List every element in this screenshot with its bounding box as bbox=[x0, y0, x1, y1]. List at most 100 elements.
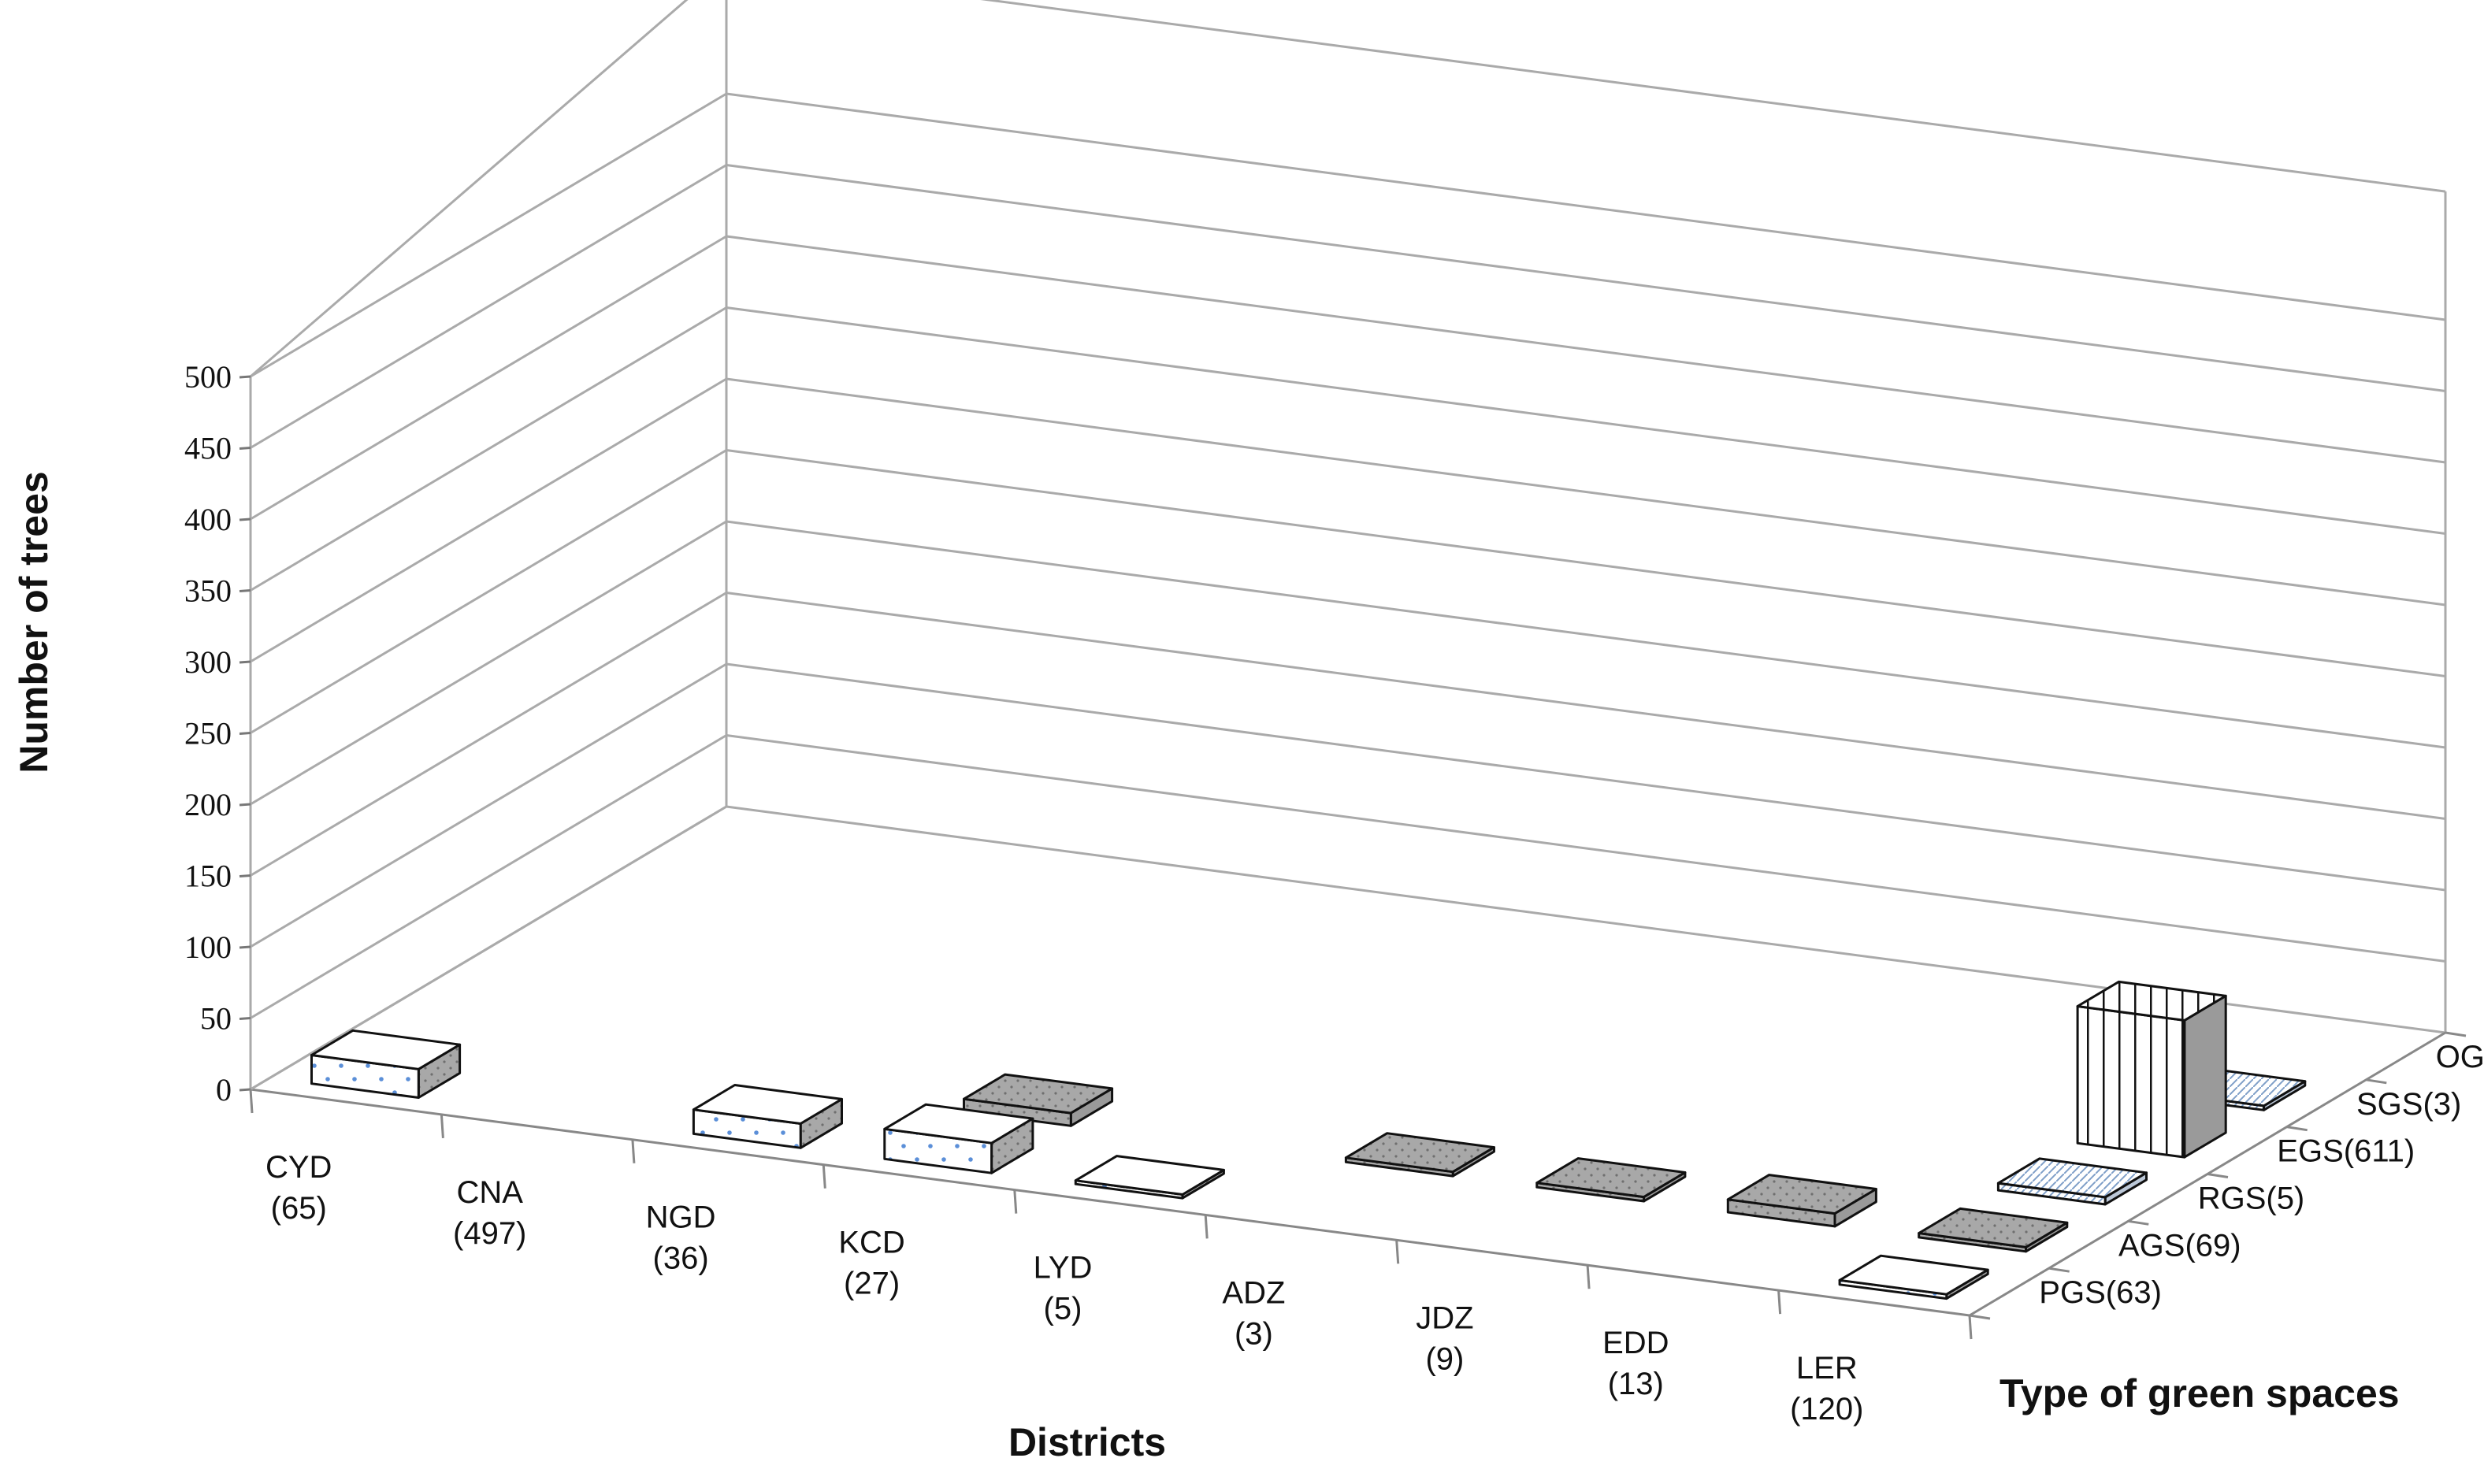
bar bbox=[1074, 1155, 1225, 1200]
back-gridline bbox=[726, 592, 2446, 820]
y-axis-title: Number of trees bbox=[12, 471, 56, 773]
depth-tick-label: SGS(3) bbox=[2356, 1087, 2461, 1122]
x-tick-label: LER bbox=[1796, 1351, 1858, 1386]
x-tick-mark bbox=[1395, 1240, 1400, 1264]
gridlines bbox=[249, 0, 2447, 1091]
x-tick-total: (3) bbox=[1235, 1316, 1273, 1351]
x-tick-label: CYD bbox=[265, 1150, 332, 1185]
bar-top-face bbox=[1074, 1155, 1225, 1196]
bar bbox=[1838, 1254, 1989, 1300]
side-gridline bbox=[250, 306, 727, 592]
bar bbox=[2076, 980, 2227, 1159]
tick-labels: 0 50 100 150 200 250 300 350 400 450 500 CYD (65) CNA… bbox=[184, 359, 2484, 1426]
left-wall-top-edge bbox=[250, 0, 689, 378]
x-tick-mark bbox=[1204, 1215, 1209, 1239]
depth-tick-mark bbox=[2286, 1126, 2308, 1132]
back-gridline bbox=[726, 92, 2446, 321]
bar-top-face bbox=[1838, 1254, 1989, 1296]
y-tick-label: 500 bbox=[184, 359, 232, 395]
x-tick-mark bbox=[631, 1139, 636, 1163]
depth-tick-mark bbox=[2445, 1031, 2467, 1037]
y-tick-mark bbox=[239, 803, 251, 807]
y-tick-mark bbox=[239, 1017, 251, 1020]
back-gridline bbox=[726, 235, 2446, 464]
x-tick-total: (120) bbox=[1790, 1392, 1863, 1426]
x-tick-mark bbox=[249, 1089, 254, 1114]
bar-front-face bbox=[2076, 1005, 2186, 1159]
depth-tick-mark bbox=[2366, 1078, 2387, 1085]
y-tick-label: 300 bbox=[184, 644, 232, 680]
bar-top-face bbox=[883, 1103, 1034, 1145]
bar-top-face bbox=[1726, 1174, 1877, 1215]
bar bbox=[1344, 1132, 1495, 1178]
x-tick-total: (5) bbox=[1044, 1292, 1082, 1326]
side-gridline bbox=[250, 377, 727, 663]
y-tick-label: 50 bbox=[200, 1001, 232, 1037]
bar bbox=[883, 1103, 1034, 1174]
side-gridline bbox=[250, 662, 727, 948]
x-tick-mark bbox=[1586, 1265, 1591, 1289]
y-tick-label: 350 bbox=[184, 573, 232, 609]
x-axis-line bbox=[250, 1088, 1970, 1317]
back-gridline bbox=[726, 449, 2446, 677]
y-tick-mark bbox=[239, 732, 251, 735]
floor-left-edge bbox=[250, 805, 727, 1091]
back-gridline bbox=[726, 662, 2446, 892]
y-tick-label: 400 bbox=[184, 502, 232, 537]
x-tick-total: (497) bbox=[453, 1216, 526, 1251]
side-gridline bbox=[250, 92, 727, 378]
depth-tick-mark bbox=[2048, 1267, 2070, 1273]
bar-top-face bbox=[1535, 1157, 1687, 1199]
x-tick-mark bbox=[1968, 1315, 1973, 1340]
y-tick-label: 0 bbox=[216, 1072, 232, 1107]
x-tick-mark bbox=[1777, 1290, 1782, 1315]
x-tick-total: (9) bbox=[1425, 1341, 1464, 1376]
back-gridline bbox=[726, 734, 2446, 963]
bar-top-face bbox=[310, 1029, 462, 1070]
y-tick-mark bbox=[239, 589, 251, 592]
side-gridline bbox=[250, 592, 727, 877]
back-gridline bbox=[726, 164, 2446, 392]
side-gridline bbox=[250, 449, 727, 734]
bar bbox=[1918, 1207, 2069, 1253]
x-tick-total: (65) bbox=[271, 1191, 327, 1226]
y-tick-label: 450 bbox=[184, 431, 232, 466]
bar-top-face bbox=[963, 1073, 1114, 1115]
x-tick-total: (13) bbox=[1608, 1367, 1664, 1401]
back-gridline bbox=[726, 377, 2446, 607]
y-tick-mark bbox=[239, 447, 251, 450]
bar bbox=[963, 1073, 1114, 1127]
bar-top-face bbox=[692, 1084, 843, 1125]
x-tick-label: JDZ bbox=[1416, 1300, 1473, 1335]
depth-tick-mark bbox=[1969, 1314, 1991, 1320]
y-tick-label: 200 bbox=[184, 787, 232, 822]
bars bbox=[310, 980, 2307, 1300]
y-tick-label: 150 bbox=[184, 859, 232, 894]
x-tick-label: ADZ bbox=[1222, 1275, 1285, 1310]
back-wall-top-edge bbox=[980, 0, 2446, 193]
bar-top-face bbox=[2076, 980, 2227, 1022]
bar-top-face bbox=[1996, 1157, 2148, 1199]
y-tick-mark bbox=[239, 945, 251, 949]
depth-tick-mark bbox=[2207, 1173, 2229, 1178]
depth-tick-label: AGS(69) bbox=[2118, 1228, 2241, 1263]
y-tick-mark bbox=[239, 1088, 251, 1092]
depth-tick-label: EGS(611) bbox=[2277, 1134, 2415, 1169]
side-gridline bbox=[250, 164, 727, 449]
x-tick-total: (27) bbox=[844, 1267, 900, 1301]
bar bbox=[1996, 1157, 2148, 1206]
bar bbox=[692, 1084, 843, 1149]
depth-tick-label: PGS(63) bbox=[2039, 1275, 2162, 1310]
x-tick-label: EDD bbox=[1602, 1326, 1669, 1360]
x-tick-mark bbox=[440, 1114, 444, 1138]
depth-tick-label: RGS(5) bbox=[2198, 1181, 2305, 1215]
y-tick-label: 250 bbox=[184, 716, 232, 751]
x-tick-total: (36) bbox=[653, 1241, 709, 1276]
x-tick-mark bbox=[822, 1164, 826, 1189]
side-gridline bbox=[250, 235, 727, 521]
x-tick-mark bbox=[1013, 1189, 1018, 1214]
bar-top-face bbox=[1344, 1132, 1495, 1174]
depth-axis-title: Type of green spaces bbox=[1999, 1371, 2400, 1415]
